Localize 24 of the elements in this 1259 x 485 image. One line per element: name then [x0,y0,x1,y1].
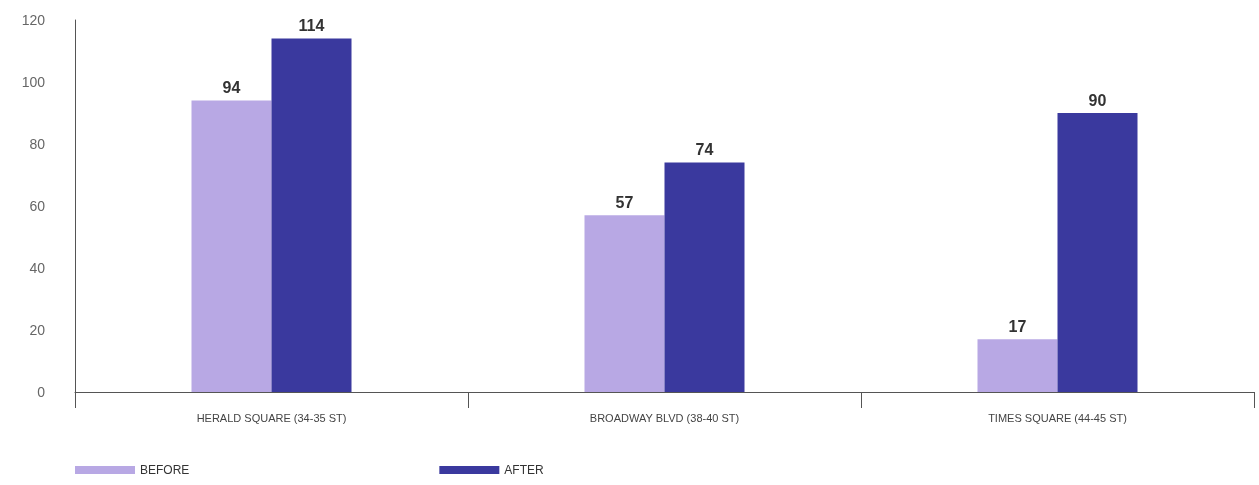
y-tick-label: 80 [29,136,46,152]
y-tick-label: 0 [37,384,46,400]
y-tick-label: 20 [29,322,46,338]
bar [271,38,352,392]
data-label: 74 [695,141,714,159]
legend-label: BEFORE [140,463,190,477]
y-tick-label: 60 [29,198,46,214]
data-label: 90 [1088,91,1107,109]
bar [977,339,1058,392]
data-label: 57 [615,193,634,211]
data-label: 17 [1008,317,1027,335]
bar [584,215,665,392]
bar [664,162,745,392]
bar [191,100,272,392]
y-tick-label: 40 [29,260,46,276]
x-tick-label: HERALD SQUARE (34-35 ST) [196,411,347,424]
x-tick-label: BROADWAY BLVD (38-40 ST) [589,411,740,424]
x-tick-label: TIMES SQUARE (44-45 ST) [988,411,1127,424]
legend-label: AFTER [504,463,545,477]
y-tick-label: 100 [21,74,46,90]
y-tick-label: 120 [21,12,46,28]
data-label: 114 [298,17,325,35]
data-label: 94 [222,79,241,97]
bar [1057,113,1138,392]
